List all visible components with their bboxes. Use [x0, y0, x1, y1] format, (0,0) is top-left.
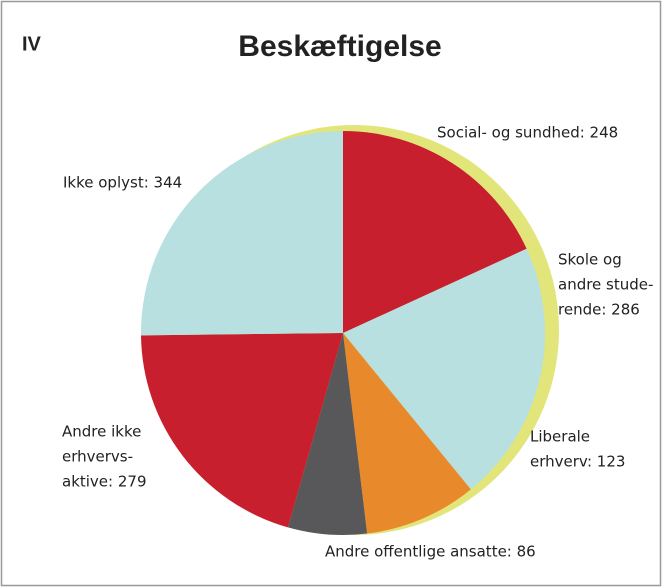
slice-label: Ikke oplyst: 344: [63, 174, 182, 192]
slice-label: Social- og sundhed: 248: [437, 124, 618, 142]
slice-label: aktive: 279: [62, 473, 147, 491]
pie-slice: [141, 131, 343, 336]
corner-label: IV: [22, 33, 42, 55]
pie-slice: [343, 131, 527, 333]
slice-label: erhvervs-: [62, 448, 133, 466]
slice-label: Liberale: [530, 428, 590, 446]
slice-label: rende: 286: [558, 301, 640, 319]
slice-label: andre stude-: [558, 276, 653, 294]
slice-label: Andre offentlige ansatte: 86: [325, 543, 536, 561]
pie-slice: [141, 333, 343, 528]
slice-label: Andre ikke: [62, 423, 141, 441]
slice-label: Skole og: [558, 251, 622, 269]
pie-slice: [343, 248, 545, 490]
slice-label: erhverv: 123: [530, 453, 625, 471]
pie-slice: [343, 333, 471, 534]
chart-title: Beskæftigelse: [238, 30, 441, 63]
pie-slice: [287, 333, 368, 535]
